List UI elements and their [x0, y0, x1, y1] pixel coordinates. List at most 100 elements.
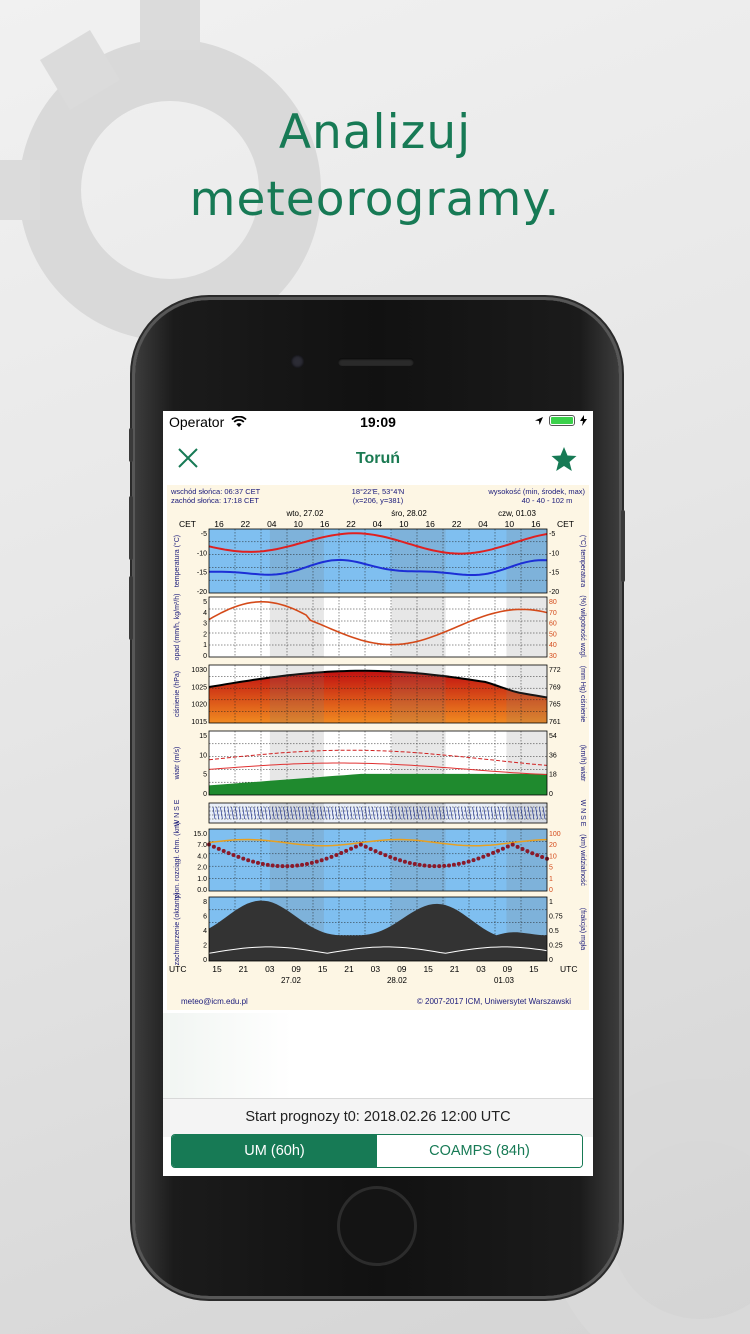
cloud-marker	[275, 863, 280, 868]
night-band	[506, 829, 547, 891]
right-axis-label: W N S E	[579, 800, 586, 827]
utc-tick-label: 15	[423, 964, 433, 974]
wind-direction-arrow	[268, 806, 271, 820]
cloud-marker	[427, 863, 432, 868]
cet-tick-label: 22	[241, 519, 251, 529]
cloud-marker	[339, 850, 344, 855]
cet-tick-label: 16	[531, 519, 541, 529]
utc-tick-label: 15	[318, 964, 328, 974]
headline-line-1: Analizuj	[278, 105, 472, 160]
panel-background	[209, 597, 547, 657]
cloud-marker	[496, 848, 501, 853]
wind-direction-arrow	[524, 806, 527, 820]
altitude-title: wysokość (min, środek, max)	[487, 487, 585, 496]
meteogram-chart: wschód słońca: 06:37 CET zachód słońca: …	[169, 487, 587, 1006]
pressure-line	[208, 669, 548, 699]
cloud-marker	[236, 854, 241, 859]
cloud-marker	[466, 859, 471, 864]
clock: 19:09	[360, 414, 396, 430]
left-tick-label: 2	[203, 943, 207, 950]
battery-icon	[549, 415, 575, 426]
wind-direction-arrow	[520, 806, 524, 820]
status-bar: Operator 19:09	[163, 411, 593, 433]
wind-direction-arrow	[342, 806, 346, 820]
cet-tick-label: 16	[214, 519, 224, 529]
model-option-coamps[interactable]: COAMPS (84h)	[377, 1135, 582, 1167]
wind-direction-arrow	[383, 806, 386, 820]
cet-tick-label: 22	[452, 519, 462, 529]
night-band	[269, 829, 324, 891]
right-tick-label: 0	[549, 887, 553, 894]
wind-direction-arrow	[379, 806, 383, 820]
cloud-marker	[383, 853, 388, 858]
panel-frame	[208, 896, 548, 962]
night-band	[269, 597, 324, 657]
left-tick-label: 1025	[191, 684, 207, 691]
cet-tick-label: 16	[425, 519, 435, 529]
right-axis-label: (mm Hg) ciśnienie	[579, 666, 586, 723]
panel-pressure: 1030 1025 1020 1015 772 769 765 761 ciśnienie (h…	[174, 664, 586, 726]
wind-direction-arrow	[335, 806, 338, 820]
cloud-marker	[246, 858, 251, 863]
altitude-value: 40 - 40 - 102 m	[522, 496, 573, 505]
location-arrow-icon	[535, 416, 543, 425]
wind-direction-arrow	[349, 806, 353, 820]
cloud-marker	[535, 853, 540, 858]
right-tick-label: 40	[549, 642, 557, 649]
wind-direction-arrow	[468, 806, 472, 820]
cloud-marker	[456, 861, 461, 866]
cloud-marker	[373, 849, 378, 854]
cloud-cover-area	[209, 900, 547, 961]
wind-direction-arrow	[438, 806, 442, 820]
wind-direction-arrow	[234, 806, 238, 820]
footer-copyright: © 2007-2017 ICM, Uniwersytet Warszawski	[417, 997, 571, 1006]
wind-direction-arrow	[257, 806, 260, 820]
cloud-marker	[329, 854, 334, 859]
right-tick-label: 0.75	[549, 914, 563, 921]
cloud-marker	[314, 859, 319, 864]
left-tick-label: 5	[203, 772, 207, 779]
charging-bolt-icon	[580, 415, 587, 426]
wind-direction-arrow	[227, 806, 231, 820]
cloud-marker	[393, 856, 398, 861]
wind-direction-arrow	[238, 806, 242, 820]
wind-direction-arrow	[294, 806, 297, 820]
mute-switch	[129, 428, 133, 462]
cloud-marker	[505, 844, 510, 849]
panel-precip: 5 4 3 2 1 0 80 70 60 50 40 30 opad (mm/h, kg/m²/h) (%…	[174, 594, 586, 661]
wind-direction-arrow	[398, 806, 401, 820]
model-option-um[interactable]: UM (60h)	[172, 1135, 377, 1167]
right-tick-label: 765	[549, 702, 561, 709]
wind-direction-arrow	[535, 806, 538, 820]
cloud-marker	[437, 864, 442, 869]
cloud-marker	[265, 862, 270, 867]
pressure-area	[209, 670, 547, 723]
wind-direction-arrow	[505, 806, 509, 820]
wind-direction-arrow	[401, 806, 405, 820]
right-axis-label: (°C) temperatura	[579, 535, 587, 587]
night-band	[506, 803, 547, 823]
cloud-marker	[520, 847, 525, 852]
meteogram[interactable]: wschód słońca: 06:37 CET zachód słońca: …	[167, 485, 589, 1010]
right-tick-label: 70	[549, 610, 557, 617]
utc-label-left: UTC	[169, 964, 186, 974]
cloud-marker	[422, 863, 427, 868]
favorite-button[interactable]	[551, 446, 577, 477]
wind-direction-arrow	[301, 806, 305, 820]
cloud-marker	[500, 846, 505, 851]
wind-direction-arrow	[309, 806, 312, 820]
right-tick-label: 1	[549, 899, 553, 906]
wifi-icon	[231, 415, 247, 427]
cloud-marker	[319, 858, 324, 863]
home-button[interactable]	[337, 1186, 417, 1266]
wind-direction-arrow	[479, 806, 483, 820]
cloud-marker	[363, 844, 368, 849]
cloud-marker	[378, 851, 383, 856]
left-axis-label: ciśnienie (hPa)	[174, 671, 181, 717]
close-button[interactable]	[177, 447, 199, 474]
cet-tick-row: 16 22 04 10 16 22 04 10 16 22 04 10 16	[214, 519, 541, 529]
wind-direction-arrow	[331, 806, 334, 820]
left-tick-label: 4	[203, 610, 207, 617]
